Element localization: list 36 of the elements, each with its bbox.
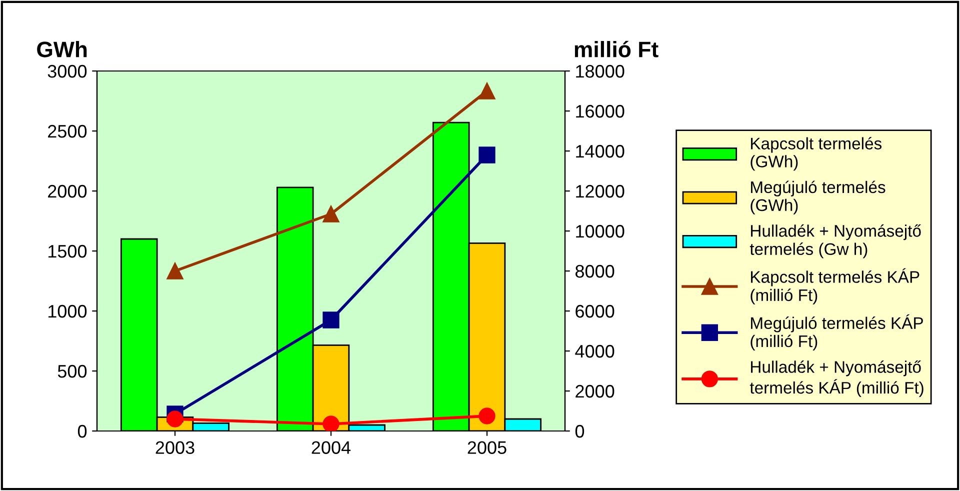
point (322, 416, 340, 431)
legend-label: Megújuló termelés KÁP (millió Ft) (750, 314, 923, 350)
y-tick-label: 3000 (48, 64, 87, 78)
y2-tick-label: 10000 (576, 224, 624, 238)
x-tick-label: 2003 (156, 441, 194, 454)
legend-label: Hulladék + Nyomásejtő termelés KÁP (millió Ft) (750, 360, 924, 397)
y2-tick-label: 4000 (575, 344, 614, 358)
y-tick-label: 1000 (48, 304, 87, 318)
point (478, 146, 496, 164)
point (478, 408, 496, 424)
point (322, 206, 340, 222)
y-tick-label: 500 (58, 364, 87, 378)
legend-label: Kapcsolt termelés KÁP (millió Ft) (750, 268, 920, 304)
y-tick-label: 2000 (48, 184, 87, 198)
y2-tick-label: 12000 (576, 184, 624, 198)
y2-tick-label: 16000 (576, 104, 624, 118)
y-tick-label: 2500 (48, 124, 87, 138)
y-axis-title: GWh (37, 41, 87, 58)
y2-tick-label: 14000 (576, 144, 624, 158)
y2-axis-title: millió Ft (574, 40, 658, 58)
x-tick-label: 2004 (312, 441, 351, 454)
legend-label: Hulladék + Nyomásejtő termelés (Gw h) (750, 224, 921, 258)
legend-label: Megújuló termelés (GWh) (750, 180, 886, 214)
y2-tick-label: 0 (575, 424, 584, 438)
y2-tick-label: 18000 (576, 64, 624, 78)
point (322, 312, 340, 328)
point (166, 410, 184, 428)
y2-tick-label: 2000 (576, 384, 614, 398)
point (166, 262, 184, 280)
y-tick-label: 0 (78, 424, 87, 438)
y2-tick-label: 8000 (576, 264, 614, 278)
legend-label: Kapcsolt termelés (GWh) (750, 137, 882, 171)
point (478, 82, 496, 100)
y2-tick-label: 6000 (576, 304, 614, 318)
x-tick-label: 2005 (468, 441, 506, 454)
y-tick-label: 1500 (48, 244, 87, 258)
